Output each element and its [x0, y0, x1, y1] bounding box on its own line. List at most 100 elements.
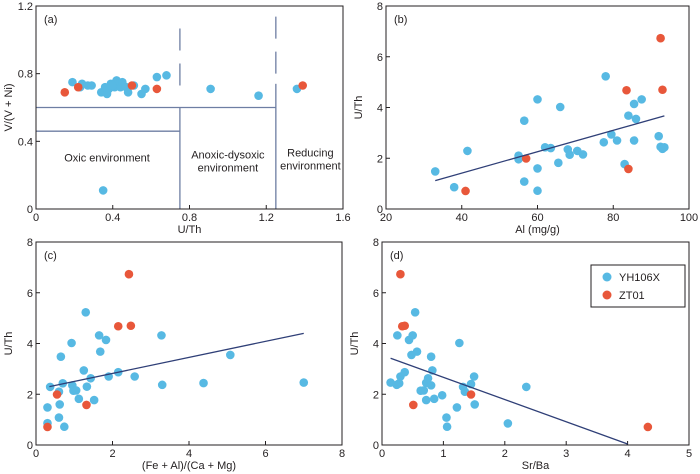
point-yh106x — [426, 352, 436, 361]
point-zt01 — [521, 154, 531, 163]
point-yh106x — [199, 378, 208, 388]
point-yh106x — [419, 386, 429, 395]
point-yh106x — [82, 382, 92, 391]
point-yh106x — [100, 82, 110, 92]
point-zt01 — [400, 321, 410, 331]
y-tick-label: 6 — [373, 288, 379, 300]
point-yh106x — [54, 413, 64, 422]
point-zt01 — [466, 390, 476, 399]
legend-marker-zt01 — [602, 290, 612, 300]
point-yh106x — [455, 338, 464, 348]
y-tick-label: 2 — [377, 153, 383, 165]
point-yh106x — [470, 400, 480, 409]
x-tick-label: 3 — [563, 448, 569, 460]
point-yh106x — [400, 367, 410, 377]
point-yh106x — [429, 394, 439, 404]
y-tick-label: 0 — [27, 440, 33, 452]
region-label-line: Reducing — [287, 148, 333, 160]
point-yh106x — [130, 372, 139, 381]
point-yh106x — [629, 136, 639, 145]
point-zt01 — [127, 81, 137, 90]
x-tick-label: 100 — [680, 212, 698, 224]
x-tick-label: 0 — [379, 448, 385, 460]
y-tick-label: 2 — [373, 389, 379, 401]
point-yh106x — [533, 164, 542, 173]
region-label: Oxic environment — [64, 153, 150, 165]
point-yh106x — [101, 335, 111, 345]
point-zt01 — [298, 81, 308, 90]
point-yh106x — [637, 95, 646, 104]
point-yh106x — [299, 378, 309, 387]
point-yh106x — [533, 95, 542, 104]
y-tick-label: 0 — [373, 440, 379, 452]
panel-c: 0 2 4 6 8 0 2 4 6 8 (Fe + Al)/(Ca + Mg) U/Th (c) — [3, 237, 345, 472]
point-zt01 — [124, 269, 134, 279]
y-tick-label: 1.2 — [18, 1, 33, 13]
point-yh106x — [660, 143, 669, 152]
point-yh106x — [95, 347, 105, 356]
point-zt01 — [43, 422, 52, 432]
plot-frame — [35, 241, 343, 446]
point-yh106x — [206, 84, 215, 94]
legend-box — [590, 264, 686, 308]
point-zt01 — [82, 400, 91, 410]
point-yh106x — [469, 372, 479, 381]
x-tick-label: 40 — [456, 212, 468, 224]
x-tick-label: 8 — [339, 448, 345, 460]
point-yh106x — [423, 373, 433, 383]
region-label: Reducing environment — [280, 148, 341, 173]
point-zt01 — [656, 33, 665, 43]
y-axis-label: U/Th — [353, 96, 365, 120]
point-yh106x — [56, 352, 66, 361]
point-zt01 — [60, 87, 70, 97]
region-label-line: environment — [280, 161, 341, 173]
point-yh106x — [430, 167, 440, 176]
point-yh106x — [157, 380, 167, 390]
trend-line — [390, 357, 628, 445]
point-yh106x — [519, 116, 529, 125]
x-tick-label: 1.2 — [259, 212, 274, 224]
point-yh106x — [421, 395, 431, 405]
panel-label: (d) — [390, 250, 403, 262]
point-yh106x — [394, 379, 404, 388]
region-label: Anoxic-dysoxic environment — [191, 149, 265, 174]
point-yh106x — [554, 158, 563, 168]
point-zt01 — [624, 164, 633, 174]
x-axis-label: Sr/Ba — [522, 460, 550, 472]
point-yh106x — [555, 102, 565, 112]
x-tick-label: 2 — [109, 448, 115, 460]
point-yh106x — [607, 130, 616, 139]
panel-d: 0 1 2 3 4 5 0 2 4 6 8 Sr/Ba U/Th (d) — [349, 237, 692, 472]
point-zt01 — [126, 321, 136, 331]
x-tick-label: 2 — [502, 448, 508, 460]
point-yh106x — [437, 390, 447, 400]
y-axis-label: V/(V + Ni) — [3, 84, 15, 132]
point-yh106x — [68, 77, 77, 87]
x-tick-label: 5 — [686, 448, 692, 460]
y-tick-label: 4 — [373, 339, 379, 351]
x-tick-label: 80 — [607, 212, 619, 224]
point-yh106x — [123, 87, 133, 97]
panel-label: (c) — [44, 250, 57, 262]
point-yh106x — [60, 422, 69, 432]
point-yh106x — [631, 114, 641, 124]
legend-label: YH106X — [619, 272, 661, 284]
point-zt01 — [658, 85, 667, 95]
point-zt01 — [396, 269, 405, 279]
point-yh106x — [71, 386, 81, 395]
panel-label: (a) — [44, 14, 57, 26]
y-axis-label: U/Th — [3, 332, 15, 356]
x-tick-label: 4 — [186, 448, 192, 460]
y-tick-label: 2 — [27, 389, 33, 401]
point-yh106x — [141, 84, 150, 94]
x-tick-label: 0.8 — [182, 212, 197, 224]
point-yh106x — [629, 99, 639, 109]
y-tick-label: 0.4 — [18, 136, 33, 148]
point-zt01 — [52, 390, 62, 399]
point-yh106x — [654, 131, 663, 141]
point-yh106x — [98, 186, 108, 195]
point-yh106x — [55, 400, 65, 409]
point-zt01 — [643, 422, 653, 432]
point-yh106x — [442, 422, 452, 432]
point-yh106x — [162, 71, 171, 80]
